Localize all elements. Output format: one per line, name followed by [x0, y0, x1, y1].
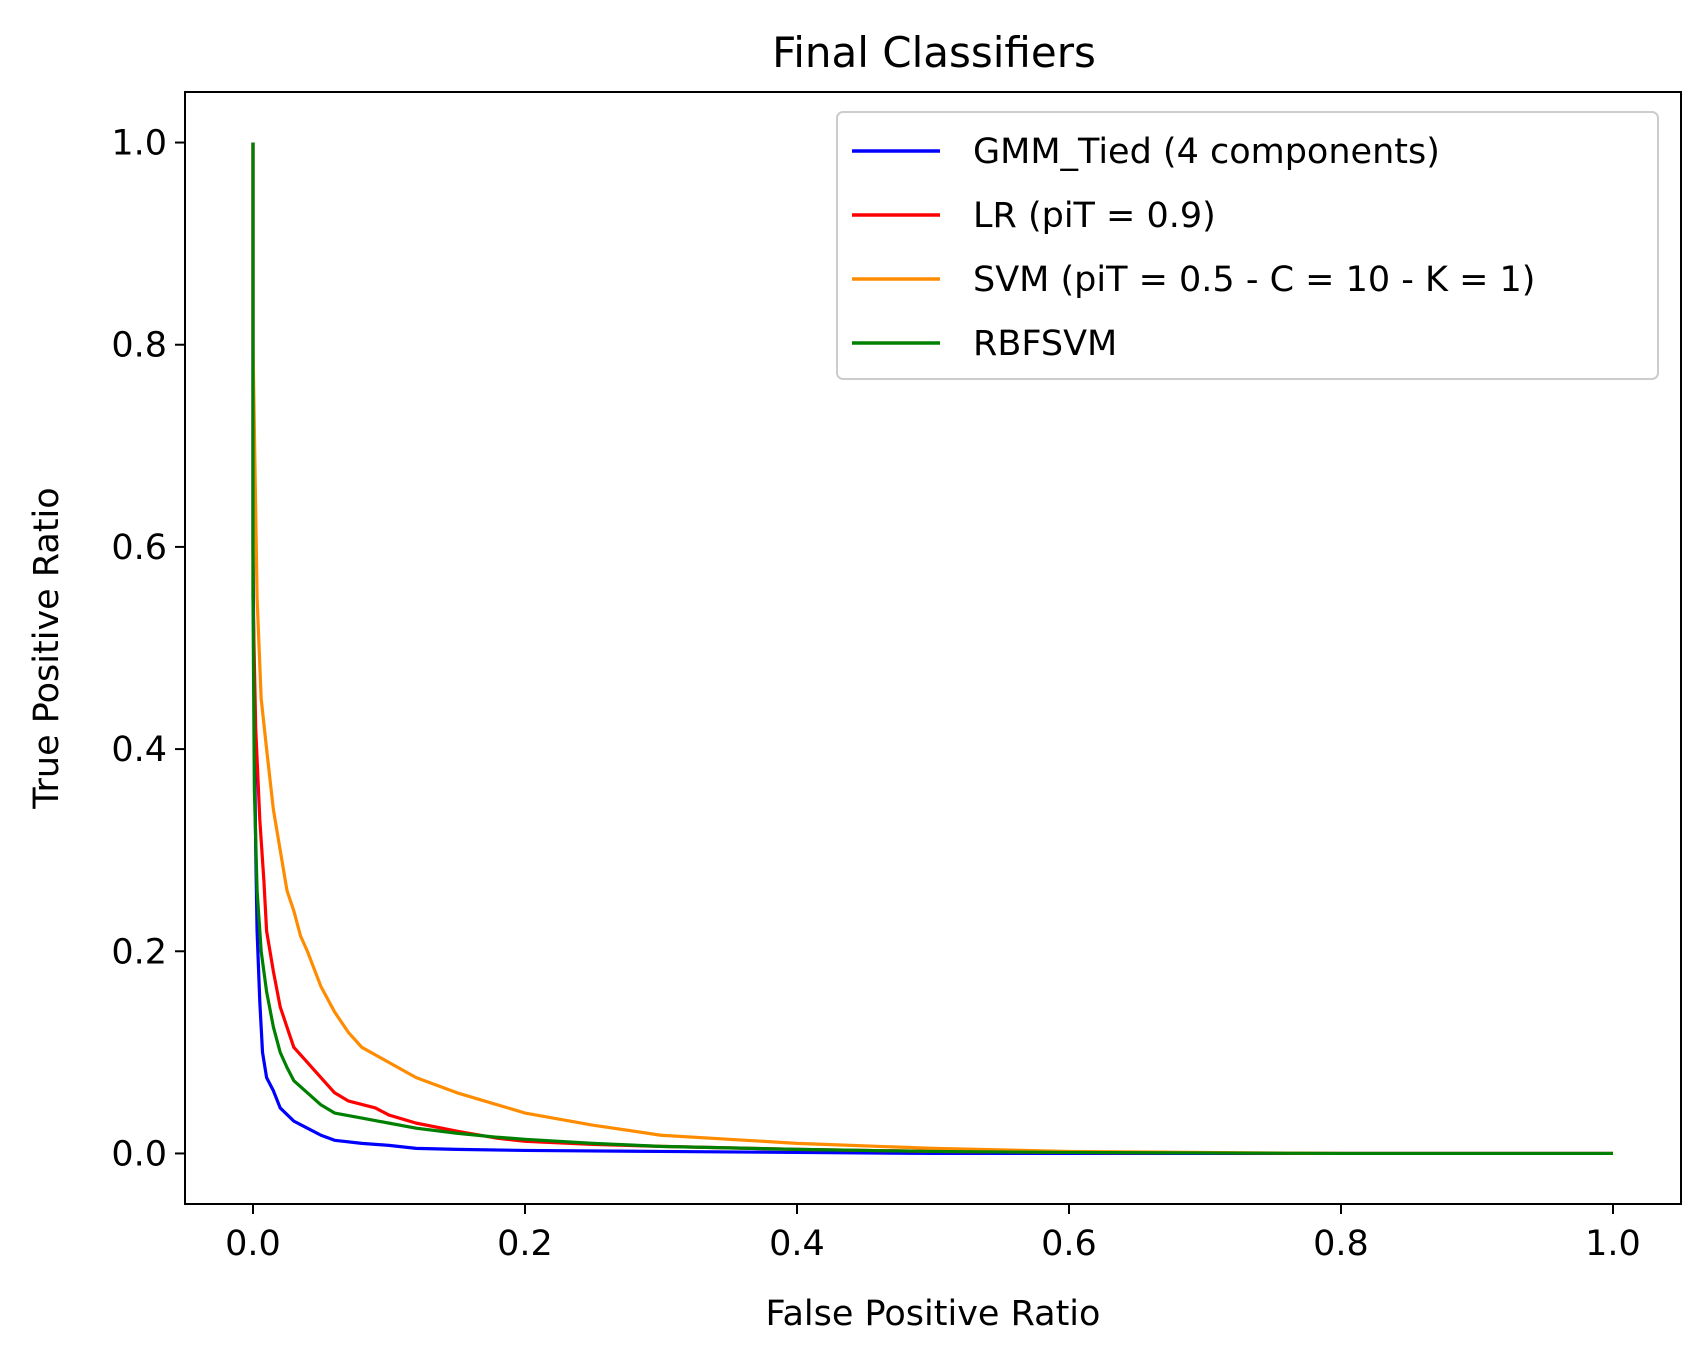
legend-label-1: GMM_Tied (4 components) — [973, 132, 1440, 172]
series-line-1 — [251, 142, 1613, 1156]
series-lines — [251, 142, 1613, 1156]
legend-label-4: RBFSVM — [973, 324, 1117, 364]
plot-area-frame — [184, 91, 1682, 1205]
x-axis-ticks: 0.0 0.2 0.4 0.6 0.8 1.0 — [225, 1204, 1641, 1264]
y-tick-label: 0.0 — [111, 1134, 167, 1174]
x-tick-label: 0.6 — [1041, 1224, 1097, 1264]
x-axis-label: False Positive Ratio — [766, 1294, 1101, 1334]
legend-label-2: LR (piT = 0.9) — [973, 196, 1216, 236]
x-tick-label: 0.8 — [1313, 1224, 1369, 1264]
legend-frame — [836, 111, 1659, 380]
y-tick-label: 0.6 — [111, 528, 167, 568]
legend-label-3: SVM (piT = 0.5 - C = 10 - K = 1) — [973, 260, 1535, 300]
series-line-4 — [251, 142, 1613, 1156]
x-tick-label: 1.0 — [1585, 1224, 1641, 1264]
y-tick-label: 0.8 — [111, 326, 167, 366]
y-tick-label: 0.4 — [111, 730, 167, 770]
chart-title: Final Classifiers — [772, 28, 1096, 77]
y-axis-ticks: 0.0 0.2 0.4 0.6 0.8 1.0 — [111, 124, 185, 1174]
y-tick-label: 0.2 — [111, 932, 167, 972]
x-tick-label: 0.0 — [225, 1224, 281, 1264]
series-line-3 — [251, 142, 1613, 1156]
y-axis-label: True Positive Ratio — [27, 487, 67, 809]
x-tick-label: 0.4 — [769, 1224, 825, 1264]
legend: GMM_Tied (4 components) LR (piT = 0.9) SVM… — [836, 111, 1659, 380]
y-tick-label: 1.0 — [111, 124, 167, 164]
x-tick-label: 0.2 — [497, 1224, 553, 1264]
